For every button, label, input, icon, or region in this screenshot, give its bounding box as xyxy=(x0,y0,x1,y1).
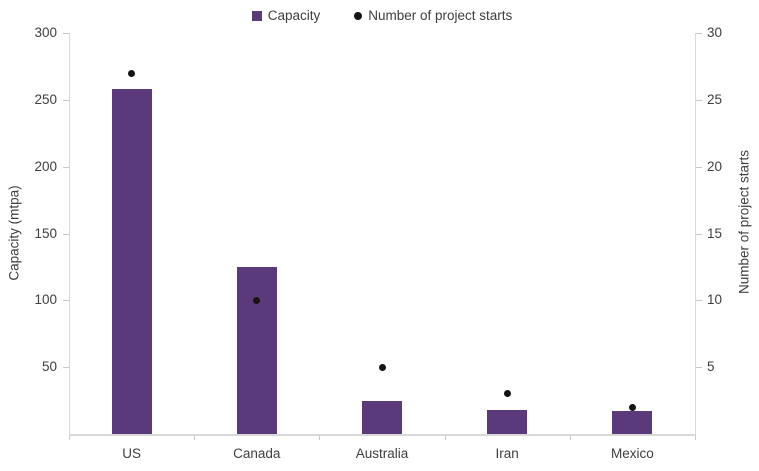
dot-canada xyxy=(253,296,261,304)
dot-australia xyxy=(378,363,386,371)
x-axis-tick xyxy=(569,436,571,440)
legend-project-starts-label: Number of project starts xyxy=(368,8,513,23)
dot-iran xyxy=(503,390,511,398)
left-axis-tick-label: 150 xyxy=(34,225,57,241)
x-axis-label-australia: Australia xyxy=(355,446,409,461)
bar-mexico xyxy=(612,411,653,434)
x-axis-label-us: US xyxy=(122,446,141,461)
x-axis-tick xyxy=(444,436,446,440)
left-axis-tick xyxy=(63,233,69,235)
x-axis-line xyxy=(69,434,696,436)
right-axis-tick-label: 15 xyxy=(707,225,723,241)
left-axis-tick-label: 100 xyxy=(34,292,57,308)
x-axis-label-mexico: Mexico xyxy=(611,446,654,461)
legend-item-project-starts: Number of project starts xyxy=(354,8,512,23)
bar-australia xyxy=(362,400,402,434)
dot-us xyxy=(128,69,136,77)
left-axis-tick xyxy=(63,99,69,101)
x-axis-tick xyxy=(69,436,70,440)
right-axis-line xyxy=(695,33,696,434)
left-axis-line xyxy=(69,33,70,434)
left-axis-tick-label: 200 xyxy=(34,158,57,174)
dot-mexico xyxy=(628,403,636,411)
left-axis-tick xyxy=(63,300,69,302)
left-axis-tick-label: 50 xyxy=(41,359,57,375)
right-axis-tick xyxy=(696,166,702,168)
x-axis-tick xyxy=(695,436,696,440)
x-axis-label-canada: Canada xyxy=(233,446,281,461)
left-axis-tick xyxy=(63,166,69,168)
right-axis-tick-label: 5 xyxy=(707,359,715,375)
bar-iran xyxy=(487,409,528,434)
right-axis-tick-label: 20 xyxy=(707,158,723,174)
left-axis-tick xyxy=(63,367,69,369)
right-axis-tick xyxy=(696,233,702,235)
x-axis-tick xyxy=(319,436,321,440)
bar-canada xyxy=(236,266,277,434)
project-starts-marker-icon xyxy=(354,11,363,20)
left-axis-tick-label: 300 xyxy=(34,25,57,40)
x-axis-tick xyxy=(194,436,196,440)
left-axis-tick xyxy=(63,33,69,34)
right-axis-tick xyxy=(696,367,702,369)
right-axis-tick xyxy=(696,33,702,34)
right-axis-tick xyxy=(696,300,702,302)
right-axis-tick-label: 25 xyxy=(707,91,723,107)
right-axis-tick-label: 10 xyxy=(707,292,723,308)
x-axis-label-iran: Iran xyxy=(495,446,519,461)
chart-legend: Capacity Number of project starts xyxy=(69,8,695,23)
right-axis-tick-label: 30 xyxy=(707,25,723,40)
capacity-swatch-icon xyxy=(251,10,262,21)
bar-us xyxy=(111,89,152,434)
left-axis-tick-label: 250 xyxy=(34,91,57,107)
legend-capacity-label: Capacity xyxy=(267,8,321,23)
legend-item-capacity: Capacity xyxy=(251,8,321,23)
right-axis-tick xyxy=(696,99,702,101)
